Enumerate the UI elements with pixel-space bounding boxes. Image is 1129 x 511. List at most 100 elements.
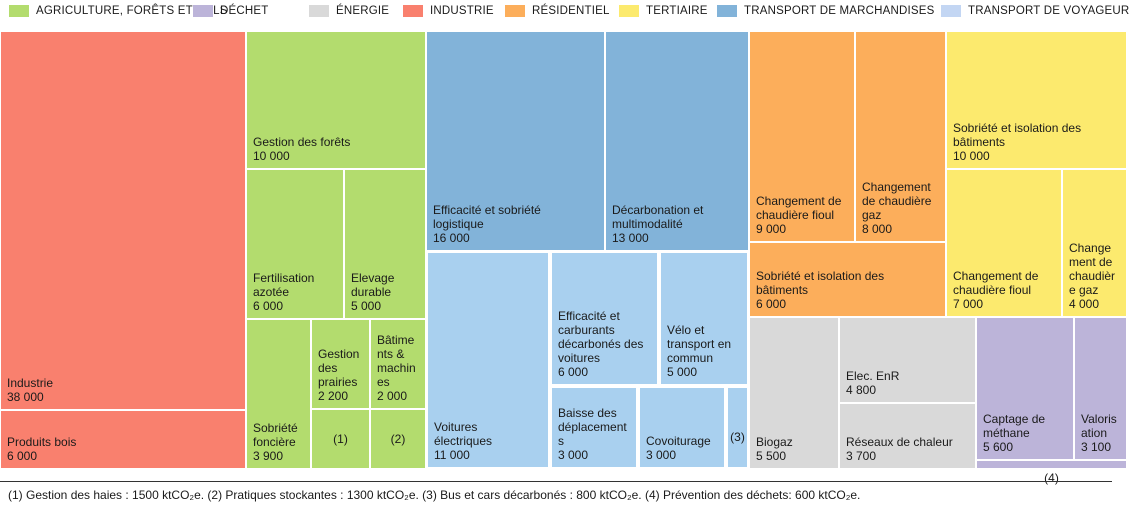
treemap-tile: Changement de chaudière gaz 8 000	[855, 31, 946, 242]
tile-value: 3 700	[846, 449, 877, 463]
tile-value: 6 000	[253, 299, 284, 313]
tile-label: Changement de chaudière fioul	[756, 194, 842, 222]
tile-label: Change ment de chaudièr e gaz	[1069, 241, 1116, 297]
treemap-tile: Gestion des forêts 10 000	[246, 31, 426, 169]
tile-label: Voitures électriques	[434, 420, 493, 448]
tile-label: Industrie	[7, 376, 54, 390]
tile-value: 38 000	[7, 390, 44, 404]
tile-value: 6 000	[7, 449, 38, 463]
tile-label: Décarbonation et multimodalité	[612, 203, 704, 231]
tile-text: Biogaz 5 500	[756, 435, 836, 463]
legend-item: INDUSTRIE	[403, 4, 494, 18]
tile-label: Valoris ation	[1081, 412, 1117, 440]
tile-label: Baisse des déplacement s	[558, 406, 627, 448]
tile-label: Changement de chaudière gaz	[862, 180, 932, 222]
tile-label: Elec. EnR	[846, 369, 900, 383]
treemap-tile: Fertilisation azotée 6 000	[246, 169, 344, 319]
tile-value: 6 000	[558, 365, 589, 379]
tile-footnote-marker: (3)	[730, 430, 745, 444]
treemap-tile: Efficacité et sobriété logistique 16 000	[426, 31, 605, 251]
legend-swatch	[619, 5, 639, 17]
tile-footnote-marker: (2)	[390, 432, 406, 446]
tile-value: 5 600	[983, 440, 1014, 454]
treemap-tile: Sobriété et isolation des bâtiments 6 000	[749, 242, 946, 317]
legend-label: INDUSTRIE	[430, 5, 494, 17]
tile-value: 10 000	[253, 149, 290, 163]
tile-value: 10 000	[953, 149, 990, 163]
tile-label: Sobriété foncière	[253, 421, 298, 449]
tile-value: 5 500	[756, 449, 787, 463]
treemap-tile: Change ment de chaudièr e gaz 4 000	[1062, 169, 1127, 317]
tile-value: 3 100	[1081, 440, 1112, 454]
legend-swatch	[717, 5, 737, 17]
tile-label: Sobriété et isolation des bâtiments	[756, 269, 885, 297]
treemap-tile: Bâtime nts & machin es 2 000	[370, 319, 426, 409]
tile-text: Changement de chaudière gaz 8 000	[862, 180, 943, 236]
legend-label: DÉCHET	[220, 5, 269, 17]
treemap-chart: Industrie 38 000 Produits bois 6 000 Gestion…	[0, 31, 1127, 485]
tile-text: Covoiturage 3 000	[646, 434, 722, 462]
treemap-tile: Réseaux de chaleur 3 700	[839, 403, 976, 469]
legend-swatch	[9, 5, 29, 17]
treemap-tile: Covoiturage 3 000	[638, 386, 726, 469]
tile-text: Vélo et transport en commun 5 000	[667, 323, 745, 379]
treemap-tile: Changement de chaudière fioul 9 000	[749, 31, 855, 242]
legend-item: TERTIAIRE	[619, 4, 708, 18]
legend-label: ÉNERGIE	[336, 5, 390, 17]
tile-label: Elevage durable	[351, 271, 395, 299]
treemap-tile: Efficacité et carburants décarbonés des …	[550, 251, 659, 386]
treemap-tile: Produits bois 6 000	[0, 410, 246, 469]
treemap-tile: Elevage durable 5 000	[344, 169, 426, 319]
legend-label: TRANSPORT DE VOYAGEURS	[968, 5, 1129, 17]
tile-value: 8 000	[862, 222, 893, 236]
tile-text: Produits bois 6 000	[7, 435, 243, 463]
legend-label: TRANSPORT DE MARCHANDISES	[744, 5, 935, 17]
tile-text: Changement de chaudière fioul 7 000	[953, 269, 1059, 311]
tile-text: Décarbonation et multimodalité 13 000	[612, 203, 746, 245]
treemap-tile: Décarbonation et multimodalité 13 000	[605, 31, 749, 251]
legend-swatch	[193, 5, 213, 17]
tile-text: Change ment de chaudièr e gaz 4 000	[1069, 241, 1124, 311]
tile-text: Elevage durable 5 000	[351, 271, 423, 313]
treemap-tile: Sobriété et isolation des bâtiments 10 00…	[946, 31, 1127, 169]
tile-label: Efficacité et carburants décarbonés des …	[558, 309, 644, 365]
tile-value: 4 800	[846, 383, 877, 397]
legend-label: AGRICULTURE, FORÊTS ET SOLS	[36, 5, 228, 17]
tile-text: Efficacité et sobriété logistique 16 000	[433, 203, 602, 245]
tile-label: Réseaux de chaleur	[846, 435, 953, 449]
treemap-tile: Biogaz 5 500	[749, 317, 839, 469]
tile-value: 5 000	[351, 299, 382, 313]
tile-text: Réseaux de chaleur 3 700	[846, 435, 973, 463]
legend-label: TERTIAIRE	[646, 5, 708, 17]
tile-footnote-marker: (1)	[333, 432, 348, 446]
treemap-tile: Vélo et transport en commun 5 000	[659, 251, 749, 386]
tile-text: Efficacité et carburants décarbonés des …	[558, 309, 655, 379]
tile-value: 13 000	[612, 231, 649, 245]
tile-value: 2 200	[318, 389, 349, 403]
treemap-tile: Sobriété foncière 3 900	[246, 319, 311, 469]
legend-swatch	[941, 5, 961, 17]
tile-label: Fertilisation azotée	[253, 271, 315, 299]
treemap-tile: Valoris ation 3 100	[1074, 317, 1127, 460]
tile-text: Voitures électriques 11 000	[434, 420, 546, 462]
tile-text: Gestion des forêts 10 000	[253, 135, 423, 163]
treemap-tile: Industrie 38 000	[0, 31, 246, 410]
tile-value: 2 000	[377, 389, 408, 403]
tile-label: Captage de méthane	[983, 412, 1046, 440]
tile-text: Elec. EnR 4 800	[846, 369, 973, 397]
tile-label: Covoiturage	[646, 434, 711, 448]
tile-text: Sobriété et isolation des bâtiments 10 00…	[953, 121, 1124, 163]
treemap-tile: (4)	[976, 460, 1127, 485]
tile-value: 3 900	[253, 449, 284, 463]
legend-item: AGRICULTURE, FORÊTS ET SOLS	[9, 4, 228, 18]
tile-value: 4 000	[1069, 297, 1100, 311]
treemap-tile: Gestion des prairies 2 200	[311, 319, 370, 409]
tile-label: Produits bois	[7, 435, 77, 449]
tile-value: 16 000	[433, 231, 470, 245]
treemap-tile: Captage de méthane 5 600	[976, 317, 1074, 460]
tile-text: Industrie 38 000	[7, 376, 243, 404]
tile-value: 6 000	[756, 297, 787, 311]
tile-text: Sobriété et isolation des bâtiments 6 000	[756, 269, 943, 311]
tile-label: Vélo et transport en commun	[667, 323, 732, 365]
